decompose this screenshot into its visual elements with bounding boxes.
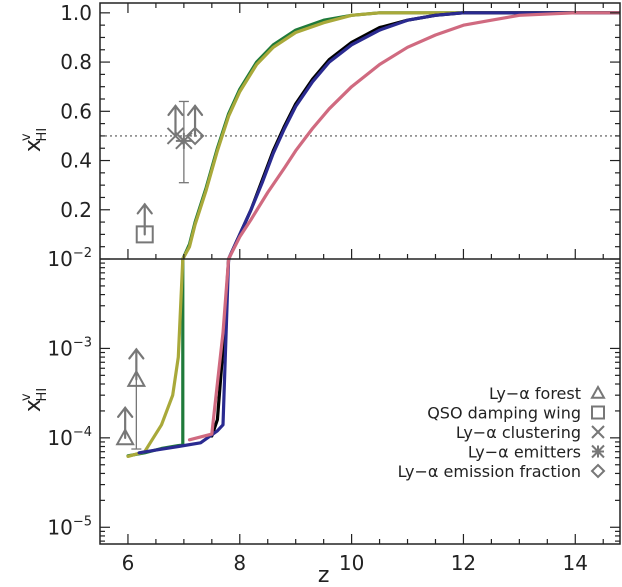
y-title-base: x <box>21 139 46 152</box>
x-tick-label: 10 <box>339 551 364 575</box>
x-axis-title: z <box>318 563 330 587</box>
tick-exponent: −4 <box>73 425 92 440</box>
x-tick-label: 12 <box>451 551 476 575</box>
arrow-head <box>117 406 134 418</box>
arrow-head <box>167 104 184 117</box>
tick-exponent: −2 <box>73 246 92 261</box>
top-series-line-3 <box>227 11 620 261</box>
y-title-sub: HI <box>35 128 50 142</box>
bottom-lower-limit-arrow-1 <box>128 347 145 381</box>
legend-label-2: Ly−α clustering <box>456 423 581 442</box>
tick-exponent: −3 <box>73 335 92 350</box>
y-title-sup: v <box>19 393 34 401</box>
tick-base: 10 <box>47 247 72 271</box>
y-title-sub: HI <box>35 388 50 402</box>
square-marker <box>591 405 605 420</box>
bottom-observation-triangle-1 <box>126 369 147 387</box>
legend-marker-x <box>591 425 605 439</box>
tick-base: 10 <box>47 336 72 360</box>
top-observation-square-0 <box>135 225 154 244</box>
arrow-head <box>136 202 153 215</box>
triangle-marker <box>126 369 147 387</box>
legend-label-4: Ly−α emission fraction <box>398 462 581 481</box>
top-y-tick-label: 0.4 <box>60 149 92 173</box>
bottom-y-tick-label: 10−5 <box>47 514 92 539</box>
top-y-tick-label: 0.8 <box>60 50 92 74</box>
tick-base: 10 <box>47 515 72 539</box>
tick-exponent: −5 <box>73 514 92 529</box>
top-y-tick-label: 0.2 <box>60 198 92 222</box>
top-lower-limit-arrow-1 <box>167 104 184 138</box>
diamond-marker <box>185 126 205 146</box>
bottom-series-line-4 <box>187 259 231 442</box>
top-observation-diamond-3 <box>185 126 205 146</box>
square-marker <box>135 225 154 244</box>
triangle-marker <box>590 384 606 399</box>
legend-marker-triangle <box>590 384 606 399</box>
x-tick-label: 6 <box>122 551 135 575</box>
x-tick-label: 14 <box>563 551 588 575</box>
bottom-lower-limit-arrow-0 <box>117 406 134 439</box>
triangle-marker <box>115 427 135 446</box>
legend-label-0: Ly−α forest <box>489 384 581 403</box>
top-series-line-4 <box>227 11 620 261</box>
tick-base: 10 <box>47 426 72 450</box>
bottom-y-tick-label: 10−3 <box>47 335 92 360</box>
bottom-y-tick-label: 10−4 <box>47 425 92 450</box>
arrow-head <box>186 104 204 117</box>
bottom-observation-triangle-0 <box>115 427 135 446</box>
y-title-base: x <box>21 399 46 412</box>
top-observation-asterisk-2 <box>175 132 193 150</box>
plot-frame <box>99 2 621 545</box>
x-marker-stroke <box>591 425 605 439</box>
legend-label-3: Ly−α emitters <box>468 443 581 462</box>
top-y-axis-title: xvHI <box>19 128 50 152</box>
top-y-tick-label: 1.0 <box>60 1 92 25</box>
bottom-series-line-3 <box>137 259 231 455</box>
top-y-tick-label: 0.6 <box>60 99 92 123</box>
legend-label-1: QSO damping wing <box>427 404 581 423</box>
top-series-line-1 <box>181 11 620 261</box>
legend-marker-square <box>591 405 605 420</box>
legend-marker-diamond <box>590 463 606 479</box>
bottom-y-axis-title: xvHI <box>19 388 50 412</box>
arrow-head <box>128 347 145 360</box>
legend-marker-asterisk <box>591 444 605 459</box>
x-marker-stroke <box>166 127 185 145</box>
bottom-y-tick-label: 10−2 <box>47 246 92 271</box>
diamond-marker <box>590 463 606 479</box>
x-tick-label: 8 <box>233 551 246 575</box>
y-title-sup: v <box>19 133 34 141</box>
top-lower-limit-arrow-3 <box>186 104 204 138</box>
top-lower-limit-arrow-0 <box>136 202 153 236</box>
